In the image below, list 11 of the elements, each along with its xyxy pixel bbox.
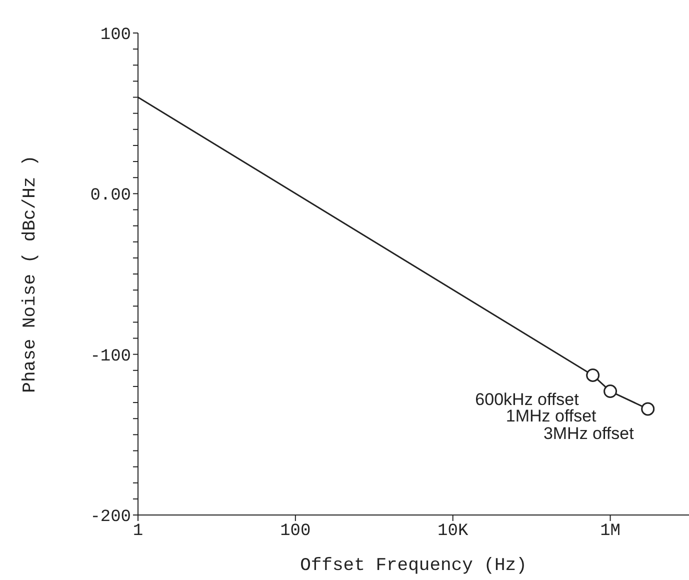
y-tick-label: -100	[90, 347, 131, 366]
x-axis-title: Offset Frequency (Hz)	[300, 556, 527, 576]
y-axis-title: Phase Noise ( dBc/Hz )	[20, 155, 40, 393]
annotation: 3MHz offset	[543, 424, 634, 443]
x-tick-label: 10K	[438, 522, 469, 542]
x-tick-label: 1	[132, 522, 144, 542]
y-tick-label: 100	[100, 26, 131, 46]
x-tick-label: 100	[280, 522, 311, 542]
y-tick-label: 0.00	[90, 186, 131, 206]
y-tick-label: -200	[90, 508, 131, 528]
x-tick-label: 1M	[600, 522, 620, 542]
